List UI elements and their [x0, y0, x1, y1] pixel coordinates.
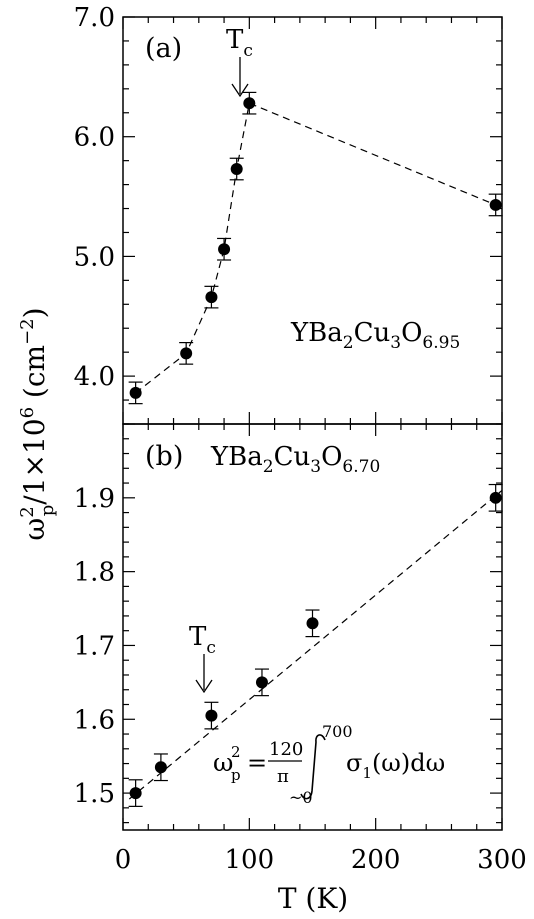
data-point-a-0 — [128, 381, 143, 405]
marker-a-0 — [129, 386, 142, 399]
data-point-a-5 — [242, 91, 257, 115]
formula-omega-sup: 2 — [231, 743, 241, 761]
sample-a-base: YBa — [290, 318, 343, 348]
tc-a-main: T — [226, 25, 244, 55]
svg-text:Tc: Tc — [189, 622, 216, 658]
sample-a-o: O — [401, 318, 422, 348]
sample-label-a: YBa2Cu3O6.95 — [290, 318, 460, 353]
marker-a-2 — [205, 291, 218, 304]
y-label-sub: p — [37, 505, 58, 517]
marker-b-0 — [129, 787, 142, 800]
formula-omega: ω — [213, 748, 233, 777]
data-point-a-3 — [217, 237, 232, 261]
y-tick-label-a-4.0: 4.0 — [74, 362, 115, 392]
y-tick-label-a-5.0: 5.0 — [74, 242, 115, 272]
marker-b-5 — [489, 491, 502, 504]
x-axis-label: T (K) — [278, 882, 348, 915]
data-points-layer — [128, 91, 503, 807]
panel-a-frame — [122, 16, 503, 425]
ticks-layer — [122, 16, 503, 830]
data-point-a-4 — [229, 157, 244, 181]
data-point-b-0 — [128, 779, 143, 807]
tc-b-sub: c — [206, 638, 216, 658]
svg-text:ω: ω — [213, 748, 233, 777]
y-label-close: ) — [18, 307, 51, 318]
sample-label-b: YBa2Cu3O6.70 — [210, 442, 380, 477]
formula-sigma-sub: 1 — [362, 764, 372, 782]
formula-equals: = — [247, 749, 267, 777]
tc-annotation-a: Tc — [226, 25, 253, 98]
data-point-b-4 — [305, 609, 320, 638]
sample-a-sub2: 3 — [390, 333, 401, 353]
tc-b-arrow-head — [195, 679, 213, 694]
tc-a-arrow-head — [231, 83, 249, 98]
data-point-b-2 — [204, 701, 219, 730]
data-point-a-2 — [204, 285, 219, 309]
sample-b-base: YBa — [210, 442, 263, 472]
sample-a-sub3: 6.95 — [422, 333, 460, 353]
marker-a-4 — [230, 163, 243, 176]
y-label-units-exp: −2 — [17, 318, 38, 345]
data-point-a-1 — [179, 342, 194, 365]
plasma-frequency-formula: ω 2 p = 120 π 700 ~0 σ1(ω)dω — [213, 722, 445, 807]
formula-denominator: π — [277, 766, 289, 787]
formula-sigma: σ — [346, 749, 362, 777]
marker-a-1 — [180, 347, 193, 360]
x-tick-label-200: 200 — [351, 845, 401, 875]
marker-b-2 — [205, 709, 218, 722]
y-tick-label-b-1.6: 1.6 — [74, 705, 115, 735]
fit-lines-layer — [128, 102, 503, 800]
sample-a-sub1: 2 — [343, 333, 354, 353]
svg-text:Tc: Tc — [226, 25, 253, 61]
marker-b-4 — [306, 617, 319, 630]
marker-a-5 — [243, 97, 256, 110]
y-axis-label: ω2p/1×106 (cm−2) — [17, 307, 58, 540]
y-tick-label-b-1.8: 1.8 — [74, 558, 115, 588]
integral-icon — [300, 734, 326, 800]
y-label-sup: 2 — [17, 506, 38, 517]
y-label-omega: ω — [18, 518, 51, 541]
marker-b-3 — [255, 676, 268, 689]
marker-a-6 — [489, 198, 502, 211]
data-point-a-6 — [488, 193, 503, 217]
x-tick-label-100: 100 — [225, 845, 275, 875]
y-tick-label-b-1.9: 1.9 — [74, 484, 115, 514]
sample-b-mid: Cu — [274, 442, 311, 472]
y-label-units: (cm — [18, 345, 51, 407]
y-tick-label-b-1.5: 1.5 — [74, 779, 115, 809]
y-label-exp: 6 — [17, 407, 38, 418]
sample-a-mid: Cu — [354, 318, 391, 348]
data-point-b-5 — [488, 483, 503, 512]
y-tick-label-b-1.7: 1.7 — [74, 631, 115, 661]
tick-labels-layer: 4.0 5.0 6.0 7.0 1.5 1.6 1.7 1.8 1.9 0 100 200 300 — [74, 3, 527, 875]
x-tick-label-300: 300 — [477, 845, 527, 875]
tc-a-sub: c — [243, 41, 253, 61]
data-point-b-3 — [254, 668, 269, 697]
formula-arg: (ω)dω — [372, 749, 445, 777]
panel-b-frame — [122, 423, 503, 831]
sample-b-sub2: 3 — [310, 457, 321, 477]
tc-b-main: T — [189, 622, 207, 652]
sample-b-sub1: 2 — [263, 457, 274, 477]
panel-a-label: (a) — [145, 33, 182, 64]
formula-lower-limit: ~0 — [289, 788, 313, 807]
y-tick-label-a-6.0: 6.0 — [74, 123, 115, 153]
panel-b-label: (b) — [145, 441, 183, 472]
data-point-b-1 — [153, 753, 168, 782]
y-tick-label-a-7.0: 7.0 — [74, 3, 115, 33]
marker-a-3 — [218, 243, 231, 256]
marker-b-1 — [154, 761, 167, 774]
sample-b-o: O — [321, 442, 342, 472]
x-tick-label-0: 0 — [115, 845, 132, 875]
y-label-rest: /1×10 — [18, 418, 51, 504]
tc-annotation-b: Tc — [189, 622, 216, 694]
sample-b-sub3: 6.70 — [342, 457, 380, 477]
formula-integrand: σ1(ω)dω — [346, 749, 445, 782]
fit-line-b — [128, 489, 503, 800]
formula-upper-limit: 700 — [322, 722, 353, 741]
formula-omega-sub: p — [231, 766, 241, 784]
formula-numerator: 120 — [269, 739, 303, 760]
